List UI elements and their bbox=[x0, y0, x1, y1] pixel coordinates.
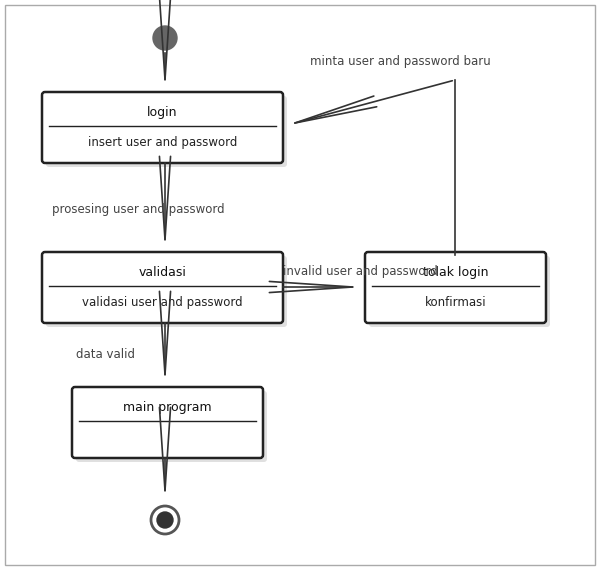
Circle shape bbox=[157, 512, 173, 528]
Text: insert user and password: insert user and password bbox=[88, 136, 237, 149]
FancyBboxPatch shape bbox=[42, 92, 283, 163]
Text: invalid user and password: invalid user and password bbox=[283, 265, 438, 278]
FancyBboxPatch shape bbox=[72, 387, 263, 458]
Text: validasi user and password: validasi user and password bbox=[82, 296, 243, 309]
FancyBboxPatch shape bbox=[46, 96, 287, 167]
FancyBboxPatch shape bbox=[46, 256, 287, 327]
FancyBboxPatch shape bbox=[365, 252, 546, 323]
Text: prosesing user and password: prosesing user and password bbox=[52, 203, 224, 217]
Circle shape bbox=[153, 26, 177, 50]
Text: minta user and password baru: minta user and password baru bbox=[310, 55, 491, 68]
Text: konfirmasi: konfirmasi bbox=[425, 296, 487, 309]
FancyBboxPatch shape bbox=[76, 391, 267, 462]
FancyBboxPatch shape bbox=[369, 256, 550, 327]
Text: validasi: validasi bbox=[139, 266, 187, 279]
Text: main program: main program bbox=[123, 401, 212, 414]
FancyBboxPatch shape bbox=[42, 252, 283, 323]
FancyBboxPatch shape bbox=[5, 5, 595, 565]
Circle shape bbox=[151, 506, 179, 534]
Text: login: login bbox=[147, 106, 178, 119]
Text: data valid: data valid bbox=[76, 348, 135, 361]
Text: tolak login: tolak login bbox=[423, 266, 488, 279]
